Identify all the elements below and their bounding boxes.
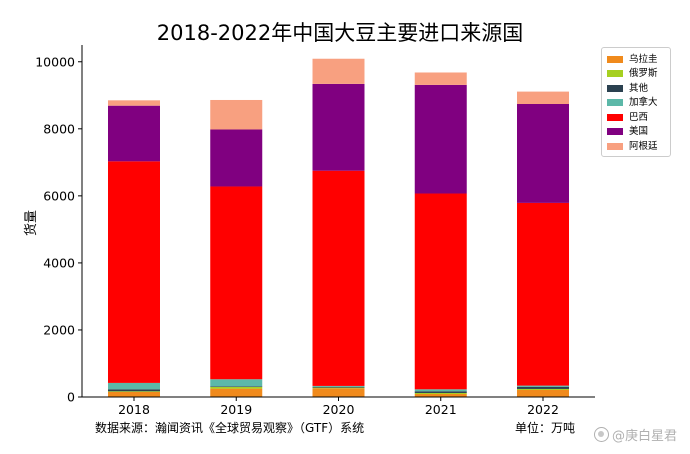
bar-segment-2022-0 — [517, 389, 569, 397]
bar-segment-2022-5 — [517, 104, 569, 203]
legend-item: 乌拉圭 — [602, 52, 670, 67]
y-tick-label: 10000 — [35, 54, 75, 69]
legend-label: 俄罗斯 — [629, 68, 658, 79]
bar-segment-2020-2 — [312, 386, 365, 388]
bars-group — [108, 58, 569, 397]
bar-segment-2019-0 — [210, 388, 263, 397]
bar-segment-2018-0 — [108, 391, 160, 397]
legend-swatch — [607, 55, 623, 63]
bar-segment-2019-4 — [210, 186, 263, 380]
y-tick-label: 6000 — [43, 188, 75, 203]
y-tick-label: 2000 — [43, 322, 75, 337]
bar-segment-2020-3 — [312, 385, 365, 387]
bar-segment-2019-6 — [210, 99, 263, 130]
bar-segment-2022-2 — [517, 386, 569, 389]
legend-item: 巴西 — [602, 110, 670, 125]
legend-label: 乌拉圭 — [629, 53, 658, 65]
bar-segment-2018-3 — [108, 382, 160, 390]
legend-item: 加拿大 — [602, 96, 670, 111]
legend: 乌拉圭俄罗斯其他加拿大巴西美国阿根廷 — [601, 47, 671, 157]
legend-swatch — [607, 84, 623, 92]
bar-segment-2019-1 — [210, 386, 263, 389]
bar-segment-2021-5 — [414, 84, 467, 194]
bar-segment-2022-4 — [517, 202, 569, 386]
watermark: @庚白星君 — [594, 425, 677, 444]
x-tick-label: 2021 — [425, 402, 457, 417]
y-axis-label: 货量 — [23, 210, 39, 236]
bar-segment-2022-3 — [517, 385, 569, 387]
bar-segment-2021-6 — [414, 72, 467, 85]
bar-segment-2021-2 — [414, 391, 467, 393]
legend-swatch — [607, 113, 623, 121]
bar-segment-2022-1 — [517, 388, 569, 390]
bar-segment-2022-6 — [517, 91, 569, 105]
legend-swatch — [607, 142, 623, 150]
weibo-logo-icon — [594, 427, 609, 442]
bar-segment-2019-3 — [210, 379, 263, 387]
legend-item: 美国 — [602, 125, 670, 140]
legend-label: 美国 — [629, 126, 649, 137]
watermark-text: @庚白星君 — [612, 429, 678, 444]
bar-segment-2018-2 — [108, 389, 160, 392]
unit-note: 单位：万吨 — [515, 421, 576, 435]
y-tick-label: 8000 — [43, 121, 75, 136]
legend-label: 阿根廷 — [629, 140, 658, 152]
legend-label: 其他 — [629, 82, 649, 94]
axes-group: 0 2000 4000 6000 8000 10000 2018 2019 2020 2021 20… — [35, 45, 595, 417]
bar-segment-2020-0 — [312, 388, 365, 397]
x-tick-label: 2022 — [527, 402, 559, 417]
bar-segment-2021-4 — [414, 193, 467, 390]
bar-segment-2020-5 — [312, 83, 365, 171]
bar-segment-2020-1 — [312, 387, 365, 389]
chart-title: 2018-2022年中国大豆主要进口来源国 — [157, 21, 523, 45]
bar-segment-2019-5 — [210, 129, 263, 187]
bar-segment-2018-1 — [108, 391, 160, 392]
bar-segment-2020-4 — [312, 170, 365, 386]
bar-segment-2018-4 — [108, 161, 160, 383]
bar-segment-2020-6 — [312, 58, 365, 84]
y-tick-label: 0 — [67, 390, 75, 405]
bar-segment-2018-5 — [108, 105, 160, 162]
x-tick-label: 2020 — [323, 402, 355, 417]
legend-swatch — [607, 128, 623, 136]
legend-label: 加拿大 — [629, 97, 658, 108]
bar-segment-2018-6 — [108, 100, 160, 106]
legend-item: 阿根廷 — [602, 139, 670, 154]
y-tick-label: 4000 — [43, 255, 75, 270]
legend-item: 其他 — [602, 81, 670, 96]
legend-swatch — [607, 99, 623, 107]
bar-segment-2021-3 — [414, 389, 467, 392]
legend-swatch — [607, 70, 623, 78]
bar-segment-2021-1 — [414, 392, 467, 394]
data-source-note: 数据来源：瀚闻资讯《全球贸易观察》（GTF）系统 — [95, 421, 365, 435]
legend-label: 巴西 — [629, 111, 649, 123]
x-tick-label: 2019 — [220, 402, 252, 417]
x-tick-label: 2018 — [118, 402, 150, 417]
bar-segment-2021-0 — [414, 393, 467, 397]
legend-item: 俄罗斯 — [602, 67, 670, 82]
bar-segment-2019-2 — [210, 386, 263, 387]
